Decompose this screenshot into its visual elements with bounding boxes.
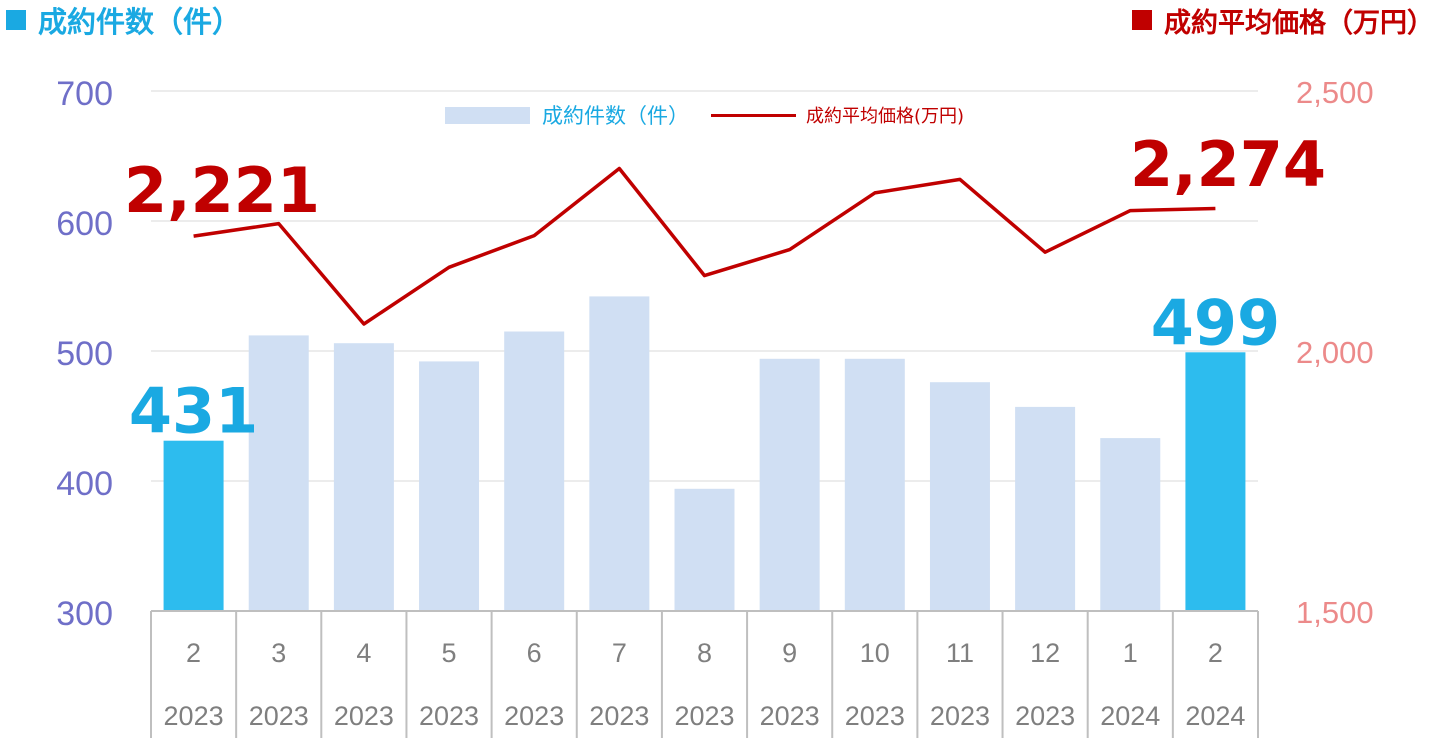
x-tick-label-month: 11 [946, 638, 974, 668]
right-axis-title: 成約平均価格（万円） [1132, 2, 1434, 39]
x-tick-label-year: 2023 [504, 701, 564, 731]
y-left-tick-label: 600 [56, 205, 113, 243]
x-tick-label-year: 2023 [419, 701, 479, 731]
y-right-tick-label: 1,500 [1296, 595, 1374, 630]
data-label: 2,221 [124, 154, 320, 227]
x-tick-label-month: 2 [186, 638, 201, 668]
legend-bar-label: 成約件数（件） [542, 104, 689, 128]
x-tick-label-year: 2023 [1015, 701, 1075, 731]
left-axis-title-text: 成約件数（件） [38, 5, 242, 39]
bar [419, 361, 480, 611]
x-tick-label-year: 2023 [760, 701, 820, 731]
x-tick-label-month: 7 [612, 638, 627, 668]
x-tick-label-month: 10 [860, 638, 890, 668]
x-tick-label-month: 1 [1123, 638, 1138, 668]
bar [333, 343, 394, 611]
x-tick-label-month: 12 [1030, 638, 1060, 668]
left-title-square-icon [6, 10, 26, 30]
x-tick-label-year: 2023 [334, 701, 394, 731]
x-tick-label-year: 2023 [589, 701, 649, 731]
legend-line-label: 成約平均価格(万円) [806, 106, 965, 127]
x-tick-label-month: 5 [442, 638, 457, 668]
x-tick-label-year: 2023 [845, 701, 905, 731]
data-label: 2,274 [1130, 128, 1326, 201]
bar [163, 440, 224, 611]
x-tick-label-month: 4 [356, 638, 371, 668]
bar [589, 296, 650, 611]
x-tick-label-year: 2023 [249, 701, 309, 731]
bar [674, 488, 735, 611]
bar [1015, 406, 1076, 611]
bar [759, 358, 820, 611]
y-left-tick-label: 700 [56, 75, 113, 113]
y-left-tick-label: 400 [56, 465, 113, 503]
x-tick-label-month: 6 [527, 638, 542, 668]
bar [929, 382, 990, 611]
legend-item-bar: 成約件数（件） [445, 100, 689, 130]
bar [248, 335, 309, 611]
y-right-tick-label: 2,000 [1296, 335, 1374, 370]
right-title-square-icon [1132, 10, 1152, 30]
x-tick-label-year: 2024 [1185, 701, 1245, 731]
data-label: 499 [1151, 286, 1280, 359]
x-tick-label-year: 2023 [674, 701, 734, 731]
x-tick-label-month: 9 [782, 638, 797, 668]
x-tick-label-year: 2023 [930, 701, 990, 731]
bar [1100, 438, 1161, 611]
price-line [193, 166, 1216, 326]
data-label: 431 [129, 375, 258, 448]
legend-bar-swatch [445, 106, 530, 124]
chart-legend: 成約件数（件） 成約平均価格(万円) [445, 100, 964, 130]
x-tick-label-month: 2 [1208, 638, 1223, 668]
x-tick-label-month: 3 [271, 638, 286, 668]
bar [504, 331, 565, 611]
y-right-tick-label: 2,500 [1296, 75, 1374, 110]
y-left-tick-label: 500 [56, 335, 113, 373]
y-left-tick-label: 300 [56, 595, 113, 633]
legend-line-swatch [711, 113, 796, 117]
right-axis-title-text: 成約平均価格（万円） [1164, 7, 1434, 39]
bar [1185, 352, 1246, 611]
bar [844, 358, 905, 611]
x-tick-label-year: 2024 [1100, 701, 1160, 731]
x-tick-label-month: 8 [697, 638, 712, 668]
legend-item-line: 成約平均価格(万円) [689, 102, 964, 128]
left-axis-title: 成約件数（件） [6, 2, 242, 39]
x-tick-label-year: 2023 [164, 701, 224, 731]
